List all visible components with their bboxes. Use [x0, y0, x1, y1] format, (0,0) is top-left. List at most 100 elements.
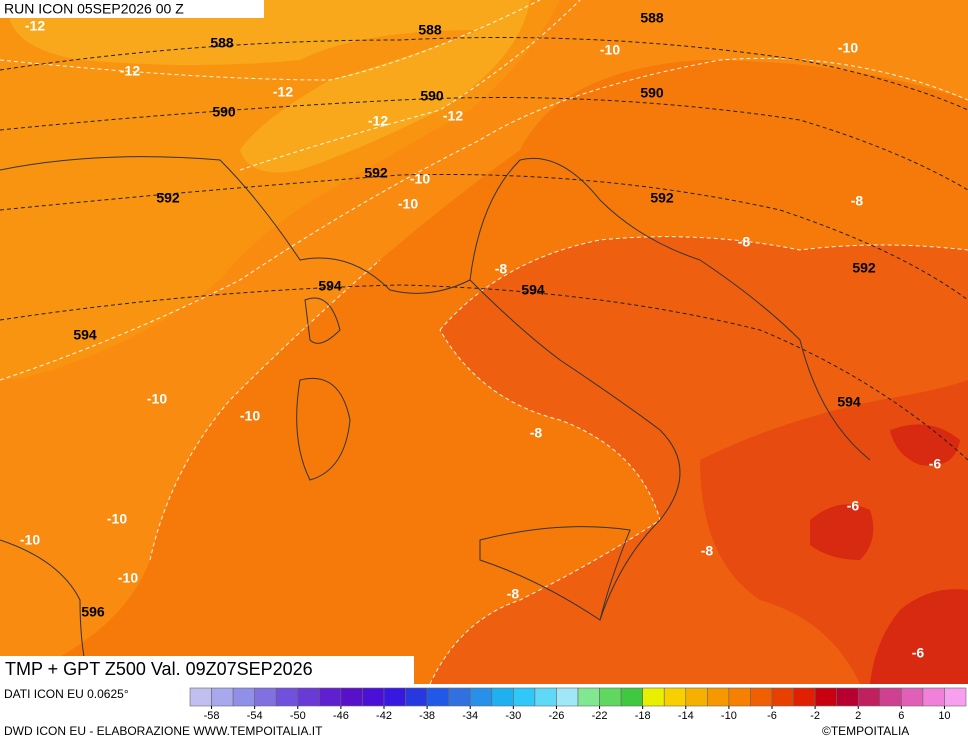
colorbar-swatch	[189, 687, 212, 707]
isotherm-label: -10	[600, 42, 620, 58]
colorbar-swatch	[814, 687, 837, 707]
colorbar-swatch	[513, 687, 536, 707]
colorbar-swatch	[707, 687, 730, 707]
colorbar-tick-label: -46	[333, 710, 349, 722]
isotherm-label: -12	[368, 113, 388, 129]
colorbar-tick-label: -50	[290, 710, 306, 722]
coastline	[0, 156, 871, 461]
colorbar-swatch	[469, 687, 493, 707]
colorbar-tick-label: -22	[592, 710, 608, 722]
isohypse	[0, 37, 968, 111]
isohypse-label: 592	[852, 260, 876, 276]
isotherm-label: -8	[530, 425, 543, 441]
colorbar-swatch	[685, 687, 708, 707]
source-label: DATI ICON EU 0.0625°	[4, 687, 129, 701]
colorbar-tick-label: -30	[505, 710, 521, 722]
colorbar-swatch	[340, 687, 363, 707]
colorbar-swatch	[901, 687, 924, 707]
coastline	[469, 279, 681, 621]
isotherm-label: -12	[25, 18, 45, 34]
colorbar-swatch	[944, 687, 967, 707]
copyright-label: ©TEMPOITALIA	[822, 724, 909, 738]
colorbar-swatch	[534, 687, 557, 707]
isotherm	[0, 0, 541, 81]
colorbar-swatch	[211, 687, 234, 707]
isohypse	[0, 284, 968, 461]
isohypse-label: 588	[418, 22, 442, 38]
colorbar-swatch	[383, 687, 406, 707]
colorbar-tick-label: -54	[247, 710, 263, 722]
isotherm-label: -6	[847, 498, 860, 514]
colorbar-tick-label: 2	[855, 710, 861, 722]
zone-minus-6-a	[890, 424, 960, 466]
isotherm	[439, 236, 968, 331]
colorbar-tick-label: -38	[419, 710, 435, 722]
isohypse-label: 590	[420, 88, 444, 104]
isotherm-label: -10	[107, 511, 127, 527]
isotherm-label: -8	[738, 234, 751, 250]
isotherm-label: -10	[20, 532, 40, 548]
isohypse-label: 588	[640, 10, 664, 26]
isohypse	[0, 173, 968, 301]
run-box	[0, 0, 264, 18]
product-label: TMP + GPT Z500 Val. 09Z07SEP2026	[5, 659, 313, 679]
isohypse	[0, 97, 968, 191]
isotherm-label: -6	[929, 456, 942, 472]
colorbar-tick-label: -2	[810, 710, 820, 722]
colorbar-swatch	[750, 687, 773, 707]
isotherm-label: -12	[120, 63, 140, 79]
colorbar-swatch	[448, 687, 471, 707]
corsica	[304, 297, 341, 344]
colorbar-swatch	[857, 687, 881, 707]
colorbar-swatch	[663, 687, 687, 707]
isohypse-label: 590	[640, 85, 664, 101]
colorbar-swatch	[771, 687, 794, 707]
colorbar-tick-label: 10	[938, 710, 950, 722]
colorbar-tick-label: -26	[548, 710, 564, 722]
colorbar-swatch	[232, 687, 255, 707]
isotherm-label: -12	[443, 108, 463, 124]
colorbar-tick-label: -10	[721, 710, 737, 722]
isotherm-label: -10	[118, 570, 138, 586]
colorbar-swatch	[793, 687, 816, 707]
isohypse-label: 594	[73, 327, 97, 343]
run-label: RUN ICON 05SEP2026 00 Z	[4, 1, 184, 17]
isohypse-label: 590	[212, 104, 236, 120]
colorbar-swatch	[319, 687, 342, 707]
isotherm-label: -8	[851, 193, 864, 209]
sicily	[479, 526, 631, 621]
isohypse-label: 588	[210, 35, 234, 51]
isotherm-label: -10	[147, 391, 167, 407]
colorbar-tick-label: -58	[204, 710, 220, 722]
isotherm-label: -10	[240, 408, 260, 424]
colorbar-swatch	[491, 687, 514, 707]
colorbar-swatch	[922, 687, 945, 707]
colorbar-swatch	[254, 687, 277, 707]
product-box	[0, 656, 414, 684]
colorbar-swatch	[556, 687, 579, 707]
isohypse-label: 594	[837, 394, 861, 410]
zone-minus-12	[10, 0, 530, 173]
isotherm-label: -10	[410, 171, 430, 187]
credit-label: DWD ICON EU - ELABORAZIONE WWW.TEMPOITAL…	[4, 724, 323, 738]
isotherm-label: -10	[398, 196, 418, 212]
colorbar: -58 -54 -50 -46 -42 -38 -34 -30 -26 -22 -18 -14 -10-…	[189, 687, 967, 722]
sardinia	[296, 377, 351, 481]
colorbar-swatch	[642, 687, 665, 707]
isohypse-label: 594	[318, 278, 342, 294]
contour-labels: -12 -12 -12 -12 -12 -10 -10 -10 -10 -8 -8 -8 -10 -10 -…	[20, 10, 942, 661]
isohypse-label: 592	[650, 190, 674, 206]
isohypse-label: 596	[81, 604, 105, 620]
isohypse-label: 592	[364, 165, 388, 181]
colorbar-swatch	[728, 687, 751, 707]
zone-minus-6-b	[810, 504, 874, 560]
colorbar-swatch	[836, 687, 859, 707]
isotherm	[0, 57, 968, 381]
colorbar-swatch	[297, 687, 320, 707]
isotherm-label: -8	[495, 261, 508, 277]
colorbar-swatch	[362, 687, 385, 707]
colorbar-tick-label: 6	[898, 710, 904, 722]
isotherm	[149, 259, 381, 561]
colorbar-swatch	[879, 687, 902, 707]
